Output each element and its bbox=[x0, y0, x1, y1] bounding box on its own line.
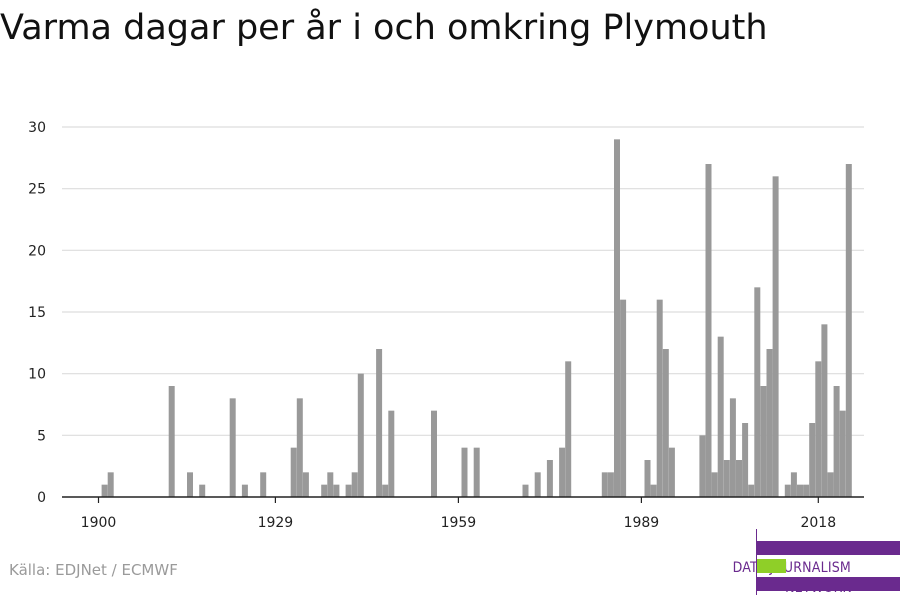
logo-bar-middle bbox=[757, 559, 786, 573]
x-tick-label-1989: 1989 bbox=[624, 515, 660, 531]
bar-1947 bbox=[382, 484, 389, 497]
bar-2005 bbox=[736, 460, 742, 497]
edjnet-logo: EUROPEAN DATA JOURNALISM NETWORK bbox=[700, 529, 900, 596]
bar-1901 bbox=[101, 484, 108, 497]
bar-1912 bbox=[168, 386, 175, 497]
bar-2021 bbox=[833, 386, 840, 497]
bar-2014 bbox=[790, 472, 797, 497]
x-tick-label-1929: 1929 bbox=[258, 515, 294, 531]
bar-2016 bbox=[803, 484, 810, 497]
x-tick-label-1900: 1900 bbox=[81, 515, 117, 531]
bar-1917 bbox=[199, 484, 206, 497]
bar-1977 bbox=[565, 361, 572, 497]
bar-1960 bbox=[461, 447, 468, 497]
bar-1934 bbox=[302, 472, 309, 497]
bar-1941 bbox=[345, 484, 352, 497]
bar-1927 bbox=[260, 472, 267, 497]
logo-divider bbox=[756, 529, 757, 595]
bar-1924 bbox=[241, 484, 248, 497]
bar-2013 bbox=[784, 484, 791, 497]
y-tick-label-0: 0 bbox=[37, 490, 46, 506]
bar-2020 bbox=[827, 472, 834, 497]
y-tick-label-25: 25 bbox=[28, 182, 46, 198]
logo-line-2: DATA JOURNALISM bbox=[732, 560, 851, 576]
x-tick-label-2018: 2018 bbox=[800, 515, 836, 531]
bar-2010 bbox=[766, 349, 773, 497]
bar-1984 bbox=[607, 472, 614, 497]
x-tick-label-1959: 1959 bbox=[441, 515, 477, 531]
bar-2015 bbox=[797, 484, 803, 497]
bar-1943 bbox=[357, 373, 364, 497]
source-note: Källa: EDJNet / ECMWF bbox=[9, 561, 178, 579]
bar-1999 bbox=[699, 435, 706, 497]
bar-2003 bbox=[723, 460, 730, 497]
logo-bar-top bbox=[757, 541, 900, 555]
bar-1902 bbox=[107, 472, 114, 497]
bar-1937 bbox=[321, 484, 328, 497]
bar-2022 bbox=[839, 410, 846, 497]
bar-2006 bbox=[742, 423, 749, 497]
bar-1942 bbox=[351, 472, 358, 497]
bar-1939 bbox=[333, 484, 340, 497]
bar-1986 bbox=[620, 299, 627, 497]
bar-2000 bbox=[705, 164, 712, 497]
bar-1993 bbox=[662, 349, 669, 497]
bar-1994 bbox=[668, 447, 675, 497]
bar-2023 bbox=[845, 164, 852, 497]
bar-1992 bbox=[656, 299, 663, 497]
bar-1932 bbox=[290, 447, 297, 497]
bars bbox=[101, 139, 852, 498]
x-axis bbox=[62, 496, 864, 503]
y-tick-labels: 0 5 10 15 20 25 30 bbox=[28, 120, 46, 506]
bar-2004 bbox=[729, 398, 736, 497]
y-tick-label-5: 5 bbox=[37, 428, 46, 444]
bar-1962 bbox=[473, 447, 480, 497]
bar-1955 bbox=[431, 410, 437, 497]
bar-1933 bbox=[296, 398, 303, 497]
bar-2009 bbox=[760, 386, 767, 497]
logo-bar-bottom bbox=[757, 577, 900, 591]
bar-1974 bbox=[546, 460, 553, 497]
bar-2001 bbox=[711, 472, 718, 497]
y-tick-label-30: 30 bbox=[28, 120, 46, 136]
y-tick-label-20: 20 bbox=[28, 243, 46, 259]
chart-title: Varma dagar per år i och omkring Plymout… bbox=[0, 8, 768, 48]
bar-1948 bbox=[388, 410, 395, 497]
bar-2019 bbox=[821, 324, 828, 497]
bar-1946 bbox=[376, 349, 383, 497]
y-tick-label-15: 15 bbox=[28, 305, 46, 321]
bar-1938 bbox=[327, 472, 334, 497]
bar-1990 bbox=[644, 460, 651, 497]
x-tick-labels: 1900 1929 1959 1989 2018 bbox=[81, 515, 836, 531]
bar-1922 bbox=[229, 398, 236, 497]
bar-1991 bbox=[650, 484, 657, 497]
bar-1983 bbox=[601, 472, 608, 497]
bar-1970 bbox=[522, 484, 529, 497]
bar-2017 bbox=[809, 423, 816, 497]
bar-2002 bbox=[717, 336, 724, 497]
bar-1976 bbox=[559, 447, 566, 497]
gridlines bbox=[62, 126, 864, 436]
bar-2008 bbox=[754, 287, 761, 497]
bar-1985 bbox=[614, 139, 620, 498]
bar-2018 bbox=[815, 361, 822, 497]
y-tick-label-10: 10 bbox=[28, 367, 46, 383]
bar-1915 bbox=[187, 472, 193, 497]
bar-2011 bbox=[772, 176, 779, 498]
bar-1972 bbox=[534, 472, 541, 497]
bar-2007 bbox=[748, 484, 755, 497]
